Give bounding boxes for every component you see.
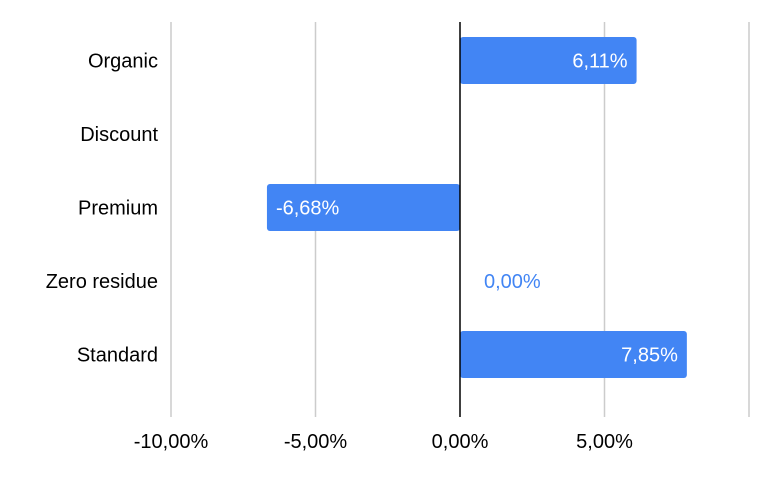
category-label: Premium: [78, 198, 158, 220]
data-labels: 6,11% -6,68% 0,00% 7,85%: [276, 51, 678, 367]
bar: [460, 37, 637, 84]
data-label: -6,68%: [276, 198, 340, 220]
x-tick-label: -5,00%: [284, 431, 348, 453]
gridlines: [170, 22, 750, 417]
bar: [266, 184, 460, 231]
value-axis: -10,00% -5,00% 0,00% 5,00%: [134, 431, 633, 453]
category-label: Standard: [77, 345, 158, 367]
x-tick-label: 5,00%: [576, 431, 633, 453]
category-label: Discount: [80, 124, 158, 146]
data-label: 6,11%: [572, 51, 627, 73]
category-label: Zero residue: [46, 271, 158, 293]
category-label: Organic: [88, 51, 158, 73]
data-label: 0,00%: [484, 271, 541, 293]
bars: [266, 37, 687, 378]
data-label: 7,85%: [621, 345, 678, 367]
bar: [460, 331, 687, 378]
x-tick-label: 0,00%: [432, 431, 489, 453]
x-tick-label: -10,00%: [134, 431, 209, 453]
category-axis: Organic Discount Premium Zero residue Standa…: [46, 51, 159, 367]
